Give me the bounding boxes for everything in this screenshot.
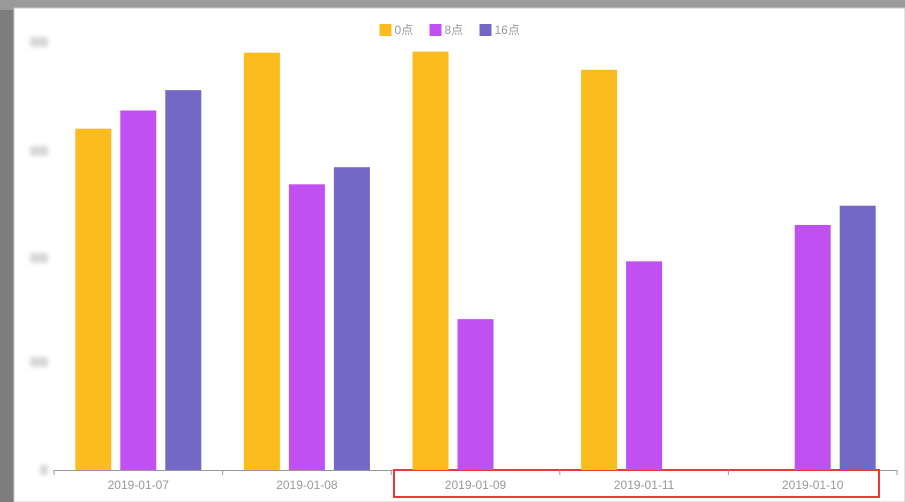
legend-label: 0点: [395, 23, 414, 37]
legend-swatch: [379, 24, 392, 36]
x-tick-label: 2019-01-07: [108, 478, 170, 492]
legend-label: 16点: [495, 23, 520, 37]
bar: [333, 167, 370, 470]
bar: [839, 205, 876, 470]
bar: [581, 69, 618, 470]
x-tick-label: 2019-01-08: [276, 478, 338, 492]
bar: [75, 128, 112, 471]
bar: [288, 184, 325, 470]
bar: [412, 51, 449, 470]
bar: [120, 110, 157, 470]
x-tick-label: 2019-01-11: [614, 478, 675, 492]
bar: [794, 224, 831, 470]
top-strip: [0, 0, 905, 10]
x-tick-label: 2019-01-10: [782, 478, 844, 492]
blurred-axis-labels: [30, 37, 48, 475]
bar: [457, 319, 494, 470]
bar: [626, 261, 663, 470]
legend-swatch: [429, 24, 442, 36]
x-tick-label: 2019-01-09: [445, 478, 507, 492]
legend-label: 8点: [445, 23, 464, 37]
bar: [165, 90, 202, 471]
bar: [243, 52, 280, 470]
legend-swatch: [479, 24, 492, 36]
